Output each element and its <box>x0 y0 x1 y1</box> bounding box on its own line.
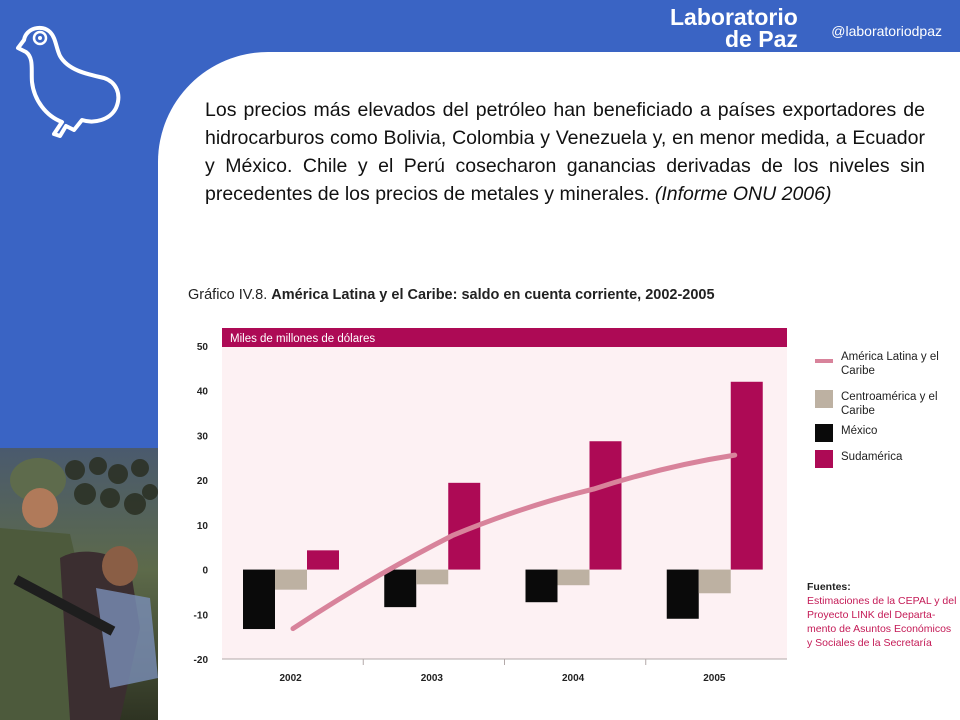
bar-sudam-rica <box>307 550 339 570</box>
quote-text: Los precios más elevados del petróleo ha… <box>205 99 925 205</box>
y-tick-label: 30 <box>197 431 209 442</box>
bar-m-xico <box>666 569 699 619</box>
y-tick-label: 0 <box>202 566 208 577</box>
quote-citation: (Informe ONU 2006) <box>654 183 832 205</box>
quote-block: Los precios más elevados del petróleo ha… <box>205 96 925 208</box>
unit-label: Miles de millones de dólares <box>230 333 375 345</box>
y-tick-label: 20 <box>197 476 209 487</box>
y-tick-label: 10 <box>197 521 209 532</box>
x-tick-label: 2002 <box>280 673 303 684</box>
legend-item: México <box>815 424 955 458</box>
y-tick-label: 50 <box>197 342 209 353</box>
logo-line-1: Laboratorio <box>670 4 798 30</box>
legend-item: Centroamérica y el Caribe <box>815 390 955 424</box>
legend-item: América Latina y el Caribe <box>815 350 955 384</box>
dove-icon <box>16 25 121 138</box>
sources-line: y Sociales de la Secretaría <box>807 637 932 649</box>
y-tick-label: -10 <box>194 610 209 621</box>
bar-centroam-rica-y-el-caribe <box>275 569 307 590</box>
brand-logo: Laboratorio de Paz <box>670 4 798 52</box>
legend-swatch <box>815 450 833 468</box>
legend-swatch <box>815 424 833 442</box>
line-america-latina-y-el-caribe <box>290 452 738 632</box>
chart-title-main: América Latina y el Caribe: saldo en cue… <box>271 287 715 303</box>
bar-m-xico <box>243 569 275 630</box>
bar-sudam-rica <box>730 381 763 570</box>
legend-item: Sudamérica <box>815 450 955 484</box>
legend-label: Centroamérica y el Caribe <box>841 391 938 417</box>
bar-m-xico <box>384 569 417 608</box>
sources-line: mento de Asuntos Económicos <box>807 623 952 635</box>
sources-line: Estimaciones de la CEPAL y del <box>807 595 957 607</box>
y-tick-label: 40 <box>197 387 209 398</box>
x-tick-label: 2003 <box>421 673 444 684</box>
unit-band <box>222 328 787 347</box>
bar-centroam-rica-y-el-caribe <box>698 569 731 594</box>
plot-background <box>222 328 787 659</box>
x-tick-label: 2004 <box>562 673 585 684</box>
sources-line: Proyecto LINK del Departa- <box>807 609 936 621</box>
sources-heading: Fuentes: <box>807 581 851 593</box>
legend-label: América Latina y el Caribe <box>841 351 939 377</box>
social-handle: @laboratoriodpaz <box>831 23 942 39</box>
legend-label: México <box>841 425 878 437</box>
logo-line-2: de Paz <box>725 26 798 52</box>
bar-m-xico <box>525 569 558 603</box>
top-bar <box>0 0 960 52</box>
protest-photo <box>0 448 158 720</box>
y-tick-label: -20 <box>194 655 209 666</box>
chart-title-prefix: Gráfico IV.8. <box>188 287 268 303</box>
bar-centroam-rica-y-el-caribe <box>416 569 449 585</box>
legend-label: Sudamérica <box>841 451 903 463</box>
bar-sudam-rica <box>589 441 622 570</box>
chart-title: Gráfico IV.8. América Latina y el Caribe… <box>188 287 715 303</box>
x-tick-label: 2005 <box>703 673 726 684</box>
sources-note: Fuentes: Estimaciones de la CEPAL y del … <box>807 580 957 650</box>
legend-swatch <box>815 390 833 408</box>
bar-centroam-rica-y-el-caribe <box>557 569 590 586</box>
chart-area: Miles de millones de dólares 50 40 30 20 10 0 -… <box>194 328 787 684</box>
legend-swatch <box>815 359 833 363</box>
